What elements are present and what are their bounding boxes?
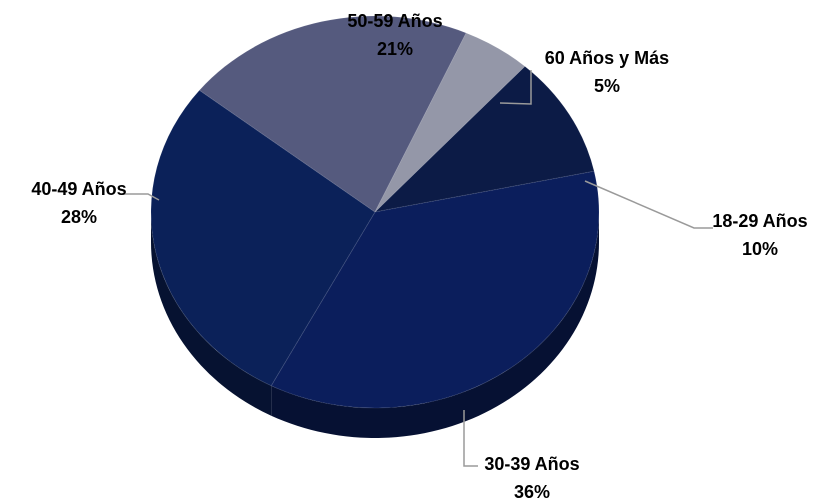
- pie-side-1: [271, 212, 599, 438]
- label-30-39: 30-39 Años: [484, 454, 579, 474]
- pie-side-2: [151, 212, 272, 416]
- pie-slice-4: [374, 32, 526, 213]
- pie-slice-3: [198, 15, 467, 213]
- leader-line-2: [122, 193, 160, 201]
- label-60-plus: 60 Años y Más: [545, 48, 669, 68]
- pie-slices: [150, 15, 600, 409]
- leader-line-0: [499, 70, 532, 105]
- pie-slice-1: [270, 170, 600, 409]
- pie-depth: [151, 212, 599, 438]
- label-50-59: 50-59 Años: [347, 11, 442, 31]
- pct-40-49: 28%: [61, 207, 97, 227]
- pct-60-plus: 5%: [594, 76, 620, 96]
- label-18-29: 18-29 Años: [712, 211, 807, 231]
- leader-line-3: [463, 410, 478, 467]
- label-40-49: 40-49 Años: [31, 179, 126, 199]
- pct-50-59: 21%: [377, 39, 413, 59]
- leader-line-1: [584, 180, 713, 229]
- pct-30-39: 36%: [514, 482, 550, 502]
- leader-lines: [122, 70, 713, 467]
- pct-18-29: 10%: [742, 239, 778, 259]
- pie-slice-2: [150, 89, 376, 387]
